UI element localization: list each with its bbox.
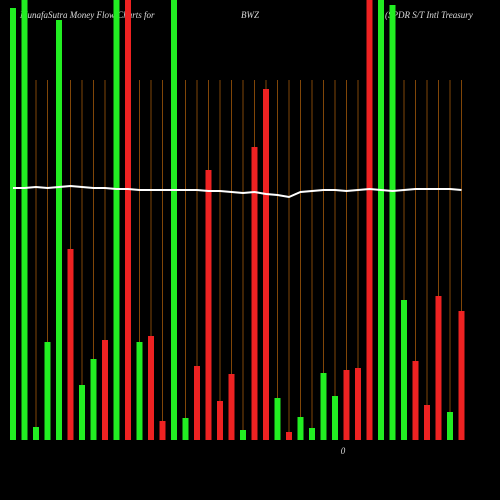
bar [10, 8, 16, 440]
bar [274, 398, 281, 440]
bar [67, 249, 74, 440]
bar [366, 0, 373, 440]
bar [389, 5, 396, 440]
bar [136, 342, 143, 440]
bar [435, 296, 442, 440]
money-flow-line [13, 184, 462, 199]
chart-symbol: BWZ [241, 10, 260, 20]
bar [79, 385, 85, 440]
bar [125, 0, 131, 440]
bar [148, 336, 154, 440]
chart-title: MunafaSutra Money Flow Charts for [19, 10, 155, 20]
bar [378, 0, 384, 440]
bar [251, 147, 258, 440]
bar [263, 89, 269, 440]
bar [240, 430, 246, 440]
bar [332, 396, 338, 440]
bar [286, 432, 292, 440]
bar [44, 342, 51, 440]
bar [401, 300, 407, 440]
bar [194, 366, 200, 440]
bar [217, 401, 223, 440]
chart-subtitle: (SPDR S/T Intl Treasury [385, 10, 473, 20]
bar [159, 421, 166, 440]
bar [33, 427, 39, 440]
bar [90, 359, 97, 440]
annotation: 0 [341, 446, 346, 456]
bar [343, 370, 350, 440]
bar [297, 417, 304, 440]
bar [205, 170, 212, 440]
bar [171, 0, 177, 440]
bar [412, 361, 419, 440]
bar [458, 311, 465, 440]
bar [424, 405, 430, 440]
bar [228, 374, 235, 440]
bar [355, 368, 361, 440]
bar [447, 412, 453, 440]
bar [21, 0, 28, 440]
bar [56, 20, 62, 440]
bar [309, 428, 315, 440]
bar [182, 418, 189, 440]
bar [113, 0, 120, 440]
bar [320, 373, 327, 440]
bar [102, 340, 108, 440]
